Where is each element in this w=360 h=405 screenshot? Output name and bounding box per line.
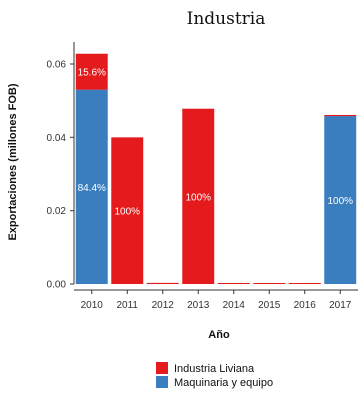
x-tick-label-2010: 2010 xyxy=(81,300,104,311)
bar-2013-liviana xyxy=(182,108,215,284)
bar-2010-liviana xyxy=(75,53,108,90)
y-tick-label: 0.02 xyxy=(47,206,67,217)
bar-label-2013: 100% xyxy=(185,192,211,203)
y-axis: 0.00 0.02 0.04 0.06 xyxy=(47,42,75,291)
legend-label: Maquinaria y equipo xyxy=(174,377,273,389)
x-tick-label-2016: 2016 xyxy=(294,300,317,311)
legend-swatch xyxy=(156,376,168,388)
bar-2012-liviana xyxy=(146,282,179,284)
bar-labels-group: 84.4% 15.6% 100% 100% 100% xyxy=(78,68,354,218)
bars-group xyxy=(75,53,357,285)
bar-2015-liviana xyxy=(253,283,286,284)
x-tick-label-2017: 2017 xyxy=(329,300,352,311)
y-tick-label: 0.06 xyxy=(47,60,67,71)
x-tick-label-2014: 2014 xyxy=(223,300,246,311)
y-tick-label: 0.00 xyxy=(47,280,67,291)
bar-2010-maquinaria xyxy=(75,89,108,285)
x-tick-label-2011: 2011 xyxy=(116,300,138,311)
bar-2017-liviana xyxy=(324,114,357,117)
x-tick-label-2015: 2015 xyxy=(258,300,281,311)
x-axis-label: Año xyxy=(208,329,230,341)
bar-label-2010: 84.4% xyxy=(78,183,106,194)
bar-2016-liviana xyxy=(288,283,321,284)
bar-label-2017: 100% xyxy=(327,196,353,207)
legend-label: Industria Liviana xyxy=(174,363,255,375)
bar-2017-maquinaria xyxy=(324,116,357,284)
x-tick-label-2013: 2013 xyxy=(187,300,210,311)
y-axis-label: Exportaciones (millones FOB) xyxy=(7,83,19,240)
x-tick-label-2012: 2012 xyxy=(152,300,175,311)
chart-title: Industria xyxy=(187,9,266,29)
y-tick-label: 0.04 xyxy=(47,133,67,144)
bar-label-2010: 15.6% xyxy=(78,68,106,79)
bar-2014-liviana xyxy=(217,283,250,284)
legend: Industria Liviana Maquinaria y equipo xyxy=(156,362,273,389)
bar-label-2011: 100% xyxy=(114,207,140,218)
bar-2011-liviana xyxy=(111,137,144,284)
legend-swatch xyxy=(156,362,168,374)
x-axis: 2010 2011 2012 2013 2014 2015 2016 2017 xyxy=(74,289,358,311)
